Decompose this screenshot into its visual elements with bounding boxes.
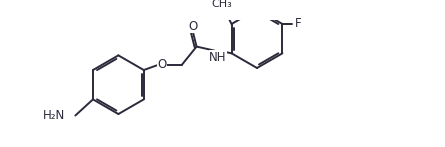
Text: F: F xyxy=(295,17,302,30)
Text: CH₃: CH₃ xyxy=(211,0,232,9)
Text: NH: NH xyxy=(209,51,227,64)
Text: O: O xyxy=(188,20,198,32)
Text: O: O xyxy=(158,58,167,71)
Text: H₂N: H₂N xyxy=(43,109,65,122)
